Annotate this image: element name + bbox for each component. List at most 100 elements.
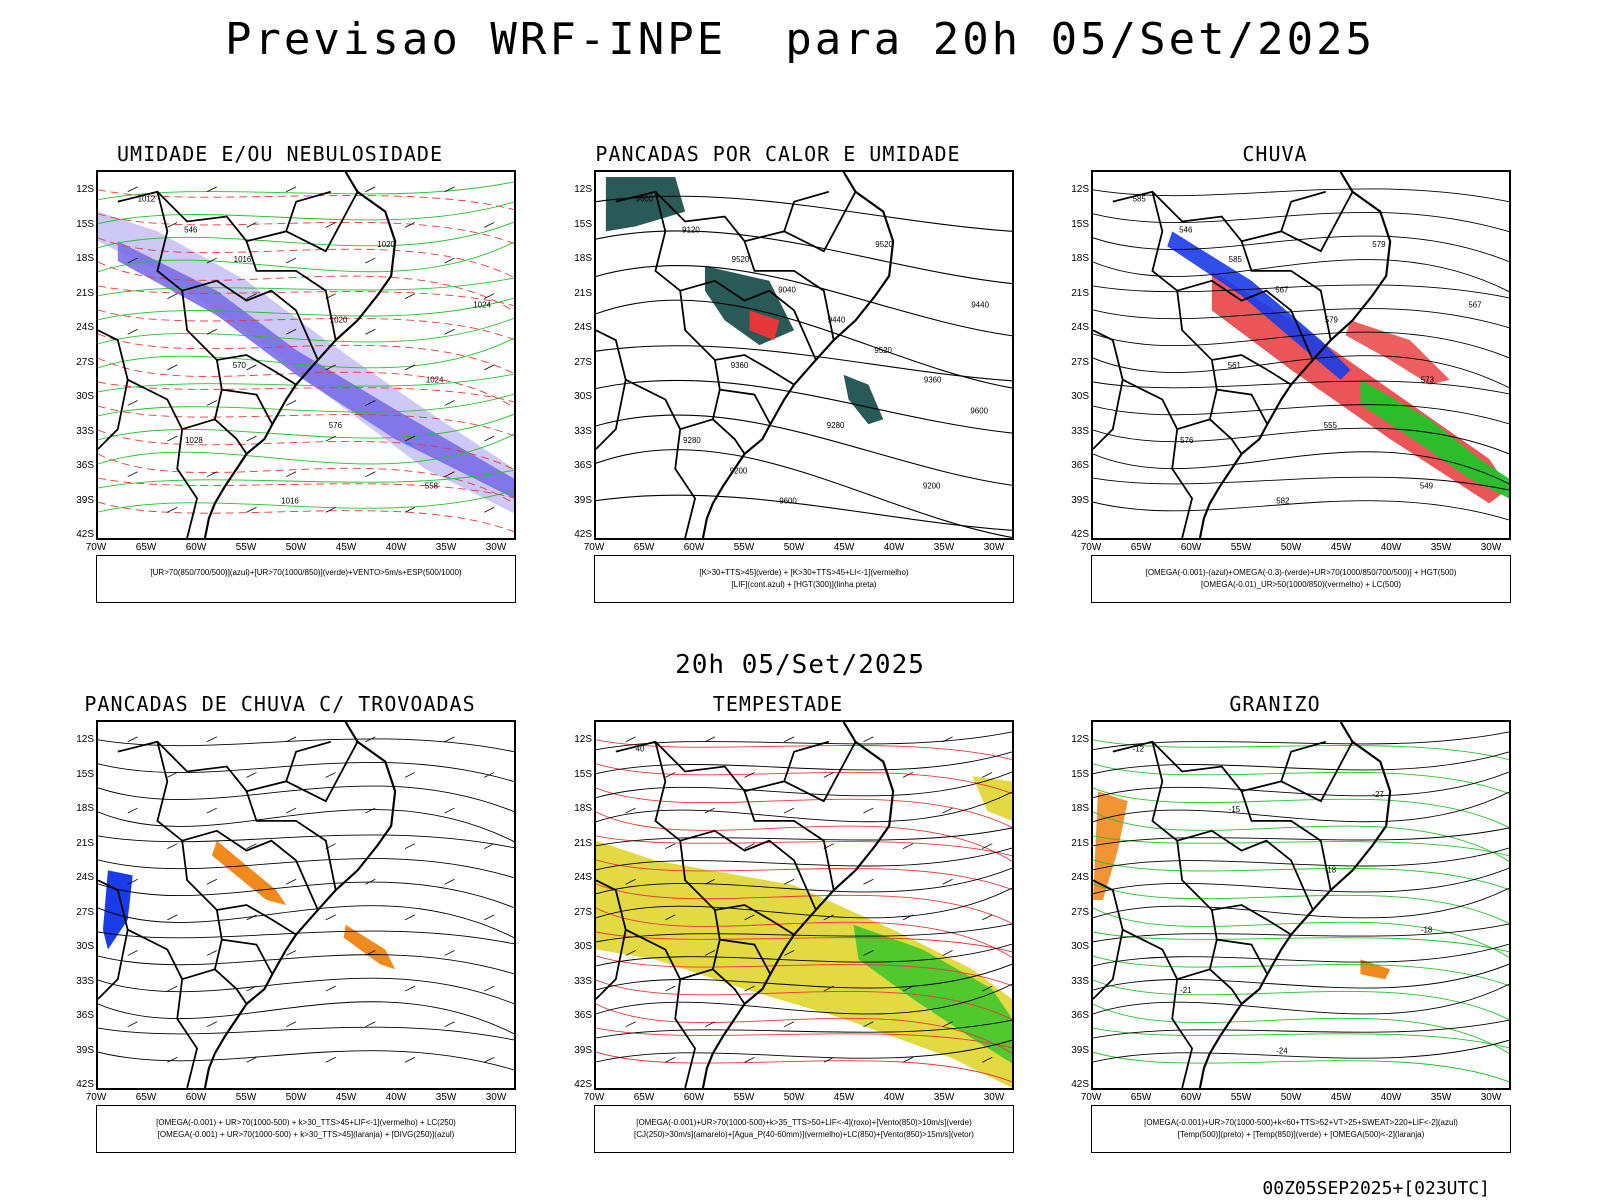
longitude-label: 35W: [435, 542, 457, 553]
contour-line: [98, 1026, 514, 1041]
border-line: [1216, 388, 1269, 425]
wind-vector: [365, 807, 376, 814]
longitude-label: 45W: [335, 542, 357, 553]
wind-vector: [365, 1021, 376, 1028]
wind-vector: [902, 985, 914, 992]
border-line: [679, 840, 795, 936]
wind-vector: [784, 878, 795, 885]
latitude-label: 30S: [574, 941, 592, 952]
longitude-label: 45W: [833, 542, 855, 553]
legend-box: [OMEGA(-0.001)-(azul)+OMEGA(-0.3)-(verde…: [1091, 555, 1511, 603]
contour-line: [1093, 787, 1509, 828]
wind-vector: [784, 807, 795, 814]
wind-vector: [902, 772, 914, 778]
latitude-label: 18S: [1071, 253, 1089, 264]
contour-label: -18: [1325, 865, 1337, 874]
contour-line: [1093, 847, 1509, 871]
border-line: [285, 190, 332, 232]
contour-line: [1093, 1039, 1509, 1063]
latitude-label: 12S: [574, 734, 592, 745]
contour-line: [1093, 451, 1509, 485]
latitude-label: 39S: [1071, 1044, 1089, 1056]
latitude-label: 33S: [574, 425, 592, 437]
contour-line: [596, 1019, 1012, 1039]
contour-line: [1093, 355, 1509, 389]
latitude-label: 21S: [76, 287, 94, 299]
shaded-area: [605, 176, 686, 232]
longitude-label: 65W: [1130, 1092, 1152, 1103]
legend-box: [K>30+TTS>45](verde) + [K>30+TTS>45+LI<-…: [594, 555, 1014, 603]
contour-line: [1093, 1027, 1509, 1049]
contour-line: [98, 762, 514, 783]
wind-vector: [127, 186, 138, 193]
contour-line: [98, 1050, 514, 1071]
contour-line: [98, 181, 514, 201]
longitude-label: 35W: [933, 1092, 955, 1103]
contour-line: [596, 955, 1012, 987]
latitude-label: 42S: [1071, 529, 1089, 540]
longitude-label: 60W: [1180, 1092, 1202, 1103]
contour-line: [596, 1003, 1012, 1054]
longitude-label: 40W: [883, 542, 905, 553]
contour-label: 9120: [682, 225, 700, 234]
contour-label: 558: [425, 482, 439, 491]
border-line: [1122, 928, 1194, 1088]
weather-map: 9600 9520 9440 9360 9280 9600 9520 9440 9360 9280…: [596, 172, 1012, 538]
latitude-label: 24S: [1071, 322, 1089, 333]
shaded-area: [596, 840, 1012, 1088]
weather-map: 1012 1016 1020 1024 1028 1016 1020 1024 570 576 55…: [98, 172, 514, 538]
longitude-label: 50W: [783, 542, 805, 553]
latitude-label: 21S: [574, 837, 592, 849]
border-line: [181, 418, 216, 431]
contour-label: -27: [1372, 790, 1383, 799]
wind-vector: [444, 400, 455, 406]
contour-label: 9280: [683, 436, 701, 445]
latitude-label: 24S: [1071, 872, 1089, 883]
longitude-label: 50W: [783, 1092, 805, 1103]
longitude-label: 50W: [1280, 1092, 1302, 1103]
border-line: [181, 840, 297, 936]
contour-line: [596, 887, 1012, 919]
contour-line: [98, 309, 514, 341]
contour-line: [1093, 476, 1509, 491]
wind-vector: [744, 1056, 755, 1063]
wind-vector: [404, 435, 416, 442]
contour-line: [1093, 731, 1509, 751]
border-line: [615, 190, 857, 253]
wind-vector: [167, 435, 178, 442]
longitude-label: 50W: [1280, 542, 1302, 553]
contour-line: [1093, 923, 1509, 943]
shaded-area: [1093, 791, 1128, 901]
latitude-label: 12S: [1071, 184, 1089, 195]
contour-line: [596, 983, 1012, 1015]
contour-label: 9200: [730, 467, 748, 476]
contour-line: [596, 811, 1012, 862]
longitude-label: 55W: [235, 1092, 257, 1103]
border-line: [625, 378, 697, 538]
wind-vector: [167, 1056, 178, 1063]
latitude-label: 27S: [574, 906, 592, 918]
legend-line: [OMEGA(-0.001) + UR>70(1000-500) + k>30_…: [156, 1118, 456, 1127]
latitude-label: 39S: [76, 1044, 94, 1056]
contour-line: [596, 963, 1012, 991]
latitude-label: 12S: [76, 734, 94, 745]
wind-vector: [246, 985, 257, 992]
border-line: [1216, 938, 1269, 975]
wind-vector: [167, 914, 178, 921]
border-line: [679, 290, 795, 386]
longitude-label: 60W: [683, 1092, 705, 1103]
longitude-label: 60W: [1180, 542, 1202, 553]
longitude-label: 55W: [235, 542, 257, 553]
contour-line: [1093, 943, 1509, 967]
contour-label: 9520: [732, 255, 750, 264]
contour-line: [98, 501, 514, 533]
longitude-label: 30W: [1480, 542, 1502, 553]
contour-line: [1093, 983, 1509, 1015]
contour-line: [1093, 979, 1509, 1021]
longitude-label: 40W: [1380, 1092, 1402, 1103]
contour-label: -15: [1229, 805, 1241, 814]
map-frame: -12 -15 -18 -18 -21 -24 -27: [1091, 720, 1511, 1090]
border-line: [743, 790, 835, 891]
legend-line: [Temp(500)](preto) + [Temp(850)](verde) …: [1177, 1130, 1425, 1139]
contour-line: [1093, 907, 1509, 958]
